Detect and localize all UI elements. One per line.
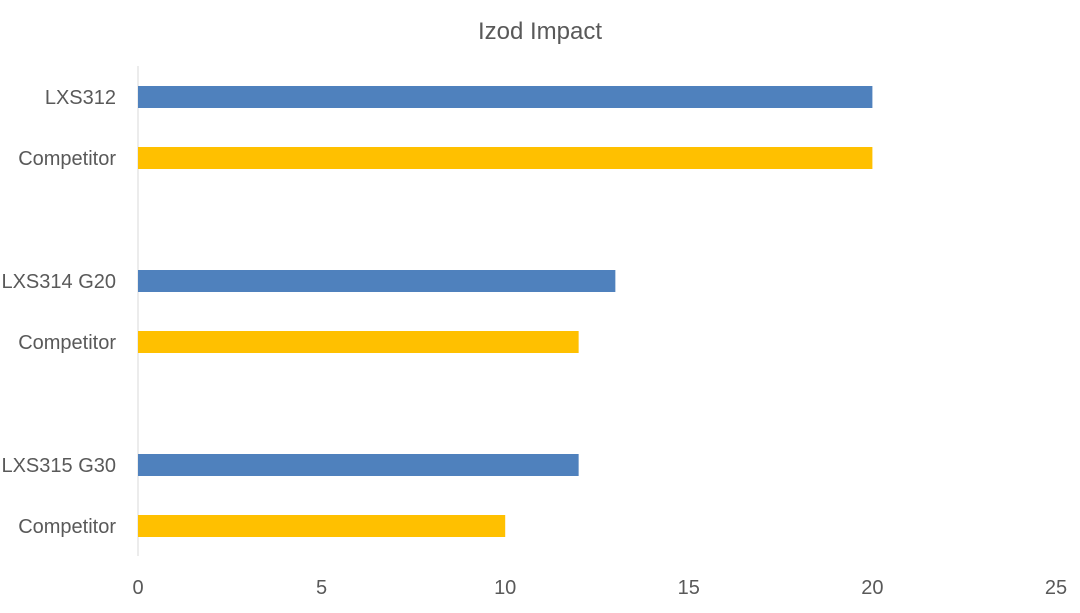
- category-labels-layer: LXS312 Competitor LXS314 G20 Competitor LXS3…: [1, 87, 116, 538]
- bar: [138, 331, 579, 353]
- category-label: LXS312: [45, 87, 116, 109]
- category-label: LXS315 G30: [1, 455, 116, 477]
- x-tick-label: 0: [132, 577, 143, 599]
- bar: [138, 86, 873, 108]
- bar: [138, 454, 579, 476]
- x-tick-label: 10: [494, 577, 516, 599]
- category-label: Competitor: [18, 332, 116, 354]
- bar: [138, 270, 616, 292]
- bar: [138, 147, 873, 169]
- x-tick-label: 20: [861, 577, 883, 599]
- x-tick-label: 15: [678, 577, 700, 599]
- bars-layer: [138, 86, 873, 537]
- chart-title: Izod Impact: [478, 18, 602, 45]
- x-tick-label: 25: [1045, 577, 1067, 599]
- category-label: Competitor: [18, 148, 116, 170]
- bar: [138, 515, 506, 537]
- category-label: LXS314 G20: [1, 271, 116, 293]
- x-axis-ticks: 0 5 10 15 20 25: [132, 577, 1067, 599]
- x-tick-label: 5: [316, 577, 327, 599]
- category-label: Competitor: [18, 516, 116, 538]
